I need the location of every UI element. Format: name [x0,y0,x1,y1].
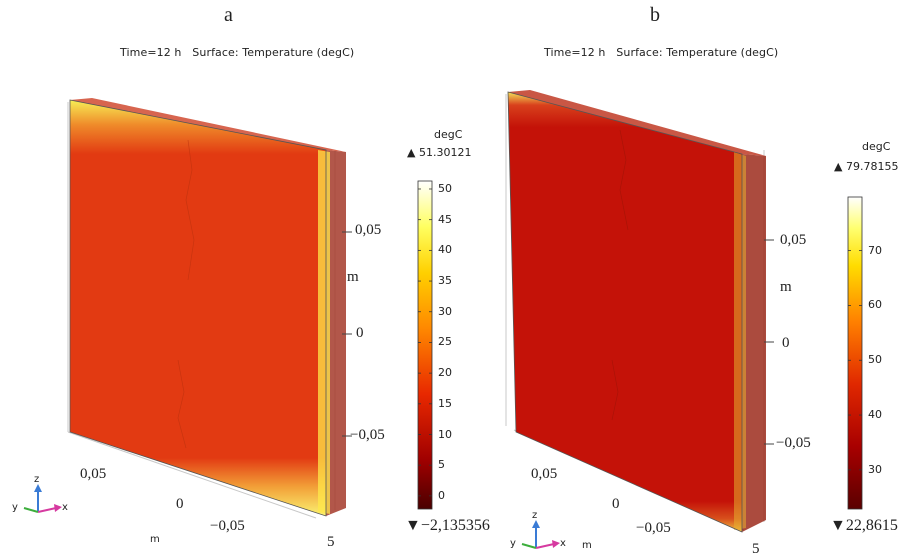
right-axis-unit: m [780,279,792,295]
triad-y-label: y [12,502,18,513]
colorbar-tick-label: 30 [438,304,452,318]
colorbar-tick-label: 25 [438,335,452,349]
bottom-tick-label: 0,05 [531,466,558,482]
panel-letter: b [650,4,660,26]
plate-edge-a [318,150,330,514]
corner-tick-label: 5 [752,541,760,557]
plate-top-b [508,90,766,156]
colorbar-tick-label: 35 [438,274,452,288]
colorbar-tick-label: 40 [868,408,882,422]
colorbar-a [417,180,433,510]
right-tick-label: 0 [356,325,364,341]
colorbar-unit: degC [862,140,891,153]
right-axis-unit: m [347,269,359,285]
triad-x-label: x [560,538,566,549]
plate-top-a [70,98,346,152]
colorbar-max-label: ▲ 51.30121 [407,146,472,159]
colorbar-min-label: ▼−2,135356 [405,517,490,534]
bottom-tick-label: −0,05 [636,520,671,536]
bottom-tick-label: −0,05 [210,518,245,534]
surface-texture-b [611,129,629,421]
colorbar-tick-label: 20 [438,366,452,380]
right-axis-ticks-b [764,239,774,445]
bottom-axis-unit: m [582,540,592,551]
right-tick-label: 0,05 [355,222,382,238]
plate-face-b [508,92,742,532]
axis-triad-a [23,484,62,513]
plate-side-b [742,154,766,532]
bottom-axis-unit: m [150,534,160,545]
right-tick-label: −0,05 [776,435,811,451]
triad-z-label: z [532,510,538,521]
plate-edge-b [734,152,746,530]
triad-z-label: z [34,474,40,485]
colorbar-max-label: ▲ 79.78155 [834,160,899,173]
plate-side-a [326,150,346,516]
surface-texture-a [177,139,195,449]
plot-title: Time=12 h Surface: Temperature (degC) [544,46,779,59]
colorbar-tick-label: 5 [438,458,445,472]
colorbar-tick-label: 50 [438,181,452,195]
colorbar-ticks-a [418,188,432,497]
plot-title: Time=12 h Surface: Temperature (degC) [120,46,355,59]
plate-outline-a [69,99,327,517]
bottom-tick-label: 0 [176,496,184,512]
triad-y-label: y [510,538,516,549]
colorbar-tick-label: 70 [868,243,882,257]
bottom-tick-label: 0 [612,496,620,512]
colorbar-tick-label: 10 [438,427,452,441]
colorbar-tick-label: 0 [438,488,445,502]
right-tick-label: 0 [782,335,790,351]
right-tick-label: 0,05 [780,232,807,248]
colorbar-unit: degC [434,128,463,141]
right-axis-ticks-a [342,231,352,437]
colorbar-tick-label: 30 [868,462,882,476]
right-tick-label: −0,05 [350,427,385,443]
colorbar-tick-label: 40 [438,243,452,257]
plate-outline-b [507,91,743,533]
colorbar-tick-label: 45 [438,212,452,226]
colorbar-tick-label: 50 [868,353,882,367]
colorbar-min-label: ▼22,8615 [830,517,898,534]
triad-x-label: x [62,502,68,513]
axis-triad-b [521,520,560,549]
corner-tick-label: 5 [327,534,335,550]
bottom-tick-label: 0,05 [80,466,107,482]
panel-letter: a [224,4,233,26]
colorbar-tick-label: 15 [438,396,452,410]
colorbar-b [847,196,863,510]
colorbar-ticks-b [848,250,862,471]
plate-face-a [70,100,326,516]
colorbar-tick-label: 60 [868,298,882,312]
